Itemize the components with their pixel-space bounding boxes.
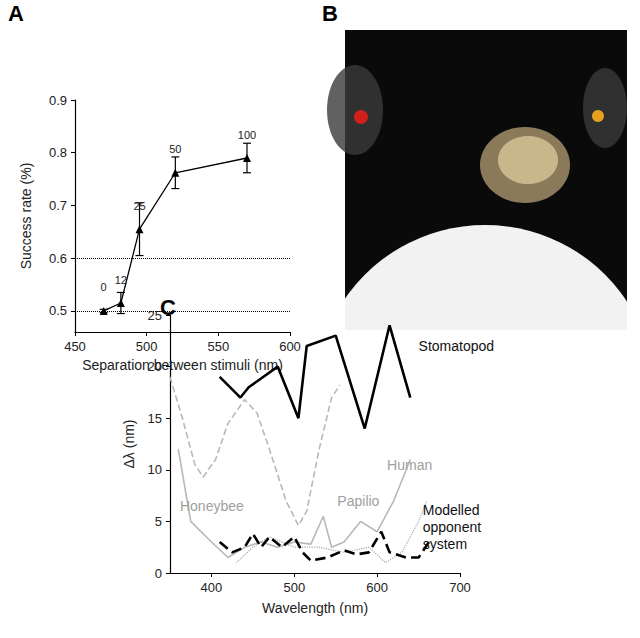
svg-text:20: 20: [148, 359, 162, 374]
svg-text:0.5: 0.5: [49, 303, 67, 318]
svg-text:50: 50: [169, 143, 181, 155]
svg-text:Δλ (nm): Δλ (nm): [121, 419, 137, 468]
svg-text:Success rate (%): Success rate (%): [18, 163, 34, 270]
svg-text:12: 12: [115, 274, 127, 286]
svg-text:10: 10: [148, 462, 162, 477]
svg-text:0.6: 0.6: [49, 251, 67, 266]
svg-text:Stomatopod: Stomatopod: [419, 338, 495, 354]
svg-text:opponent: opponent: [423, 519, 485, 535]
svg-text:5: 5: [155, 514, 162, 529]
svg-text:25: 25: [133, 200, 145, 212]
svg-text:Honeybee: Honeybee: [180, 498, 244, 514]
svg-text:600: 600: [366, 580, 388, 595]
svg-text:450: 450: [64, 339, 86, 354]
svg-text:25: 25: [148, 308, 162, 323]
svg-text:500: 500: [136, 339, 158, 354]
svg-text:Separation between stimuli (nm: Separation between stimuli (nm): [82, 357, 283, 373]
svg-text:A: A: [8, 1, 24, 26]
svg-text:700: 700: [449, 580, 471, 595]
svg-text:0: 0: [155, 566, 162, 581]
svg-text:600: 600: [279, 339, 301, 354]
svg-text:Wavelength (nm): Wavelength (nm): [262, 600, 368, 616]
svg-text:0.9: 0.9: [49, 93, 67, 108]
svg-text:0.7: 0.7: [49, 198, 67, 213]
svg-text:C: C: [160, 295, 176, 320]
svg-text:550: 550: [207, 339, 229, 354]
svg-text:0.8: 0.8: [49, 145, 67, 160]
svg-text:Human: Human: [387, 457, 432, 473]
svg-text:15: 15: [148, 411, 162, 426]
svg-text:400: 400: [201, 580, 223, 595]
svg-text:0: 0: [101, 281, 107, 293]
svg-text:100: 100: [238, 129, 256, 141]
svg-text:500: 500: [283, 580, 305, 595]
svg-text:B: B: [322, 1, 338, 26]
svg-text:Modelled: Modelled: [423, 502, 484, 518]
svg-text:Papilio: Papilio: [337, 493, 379, 509]
svg-text:system: system: [423, 536, 467, 552]
